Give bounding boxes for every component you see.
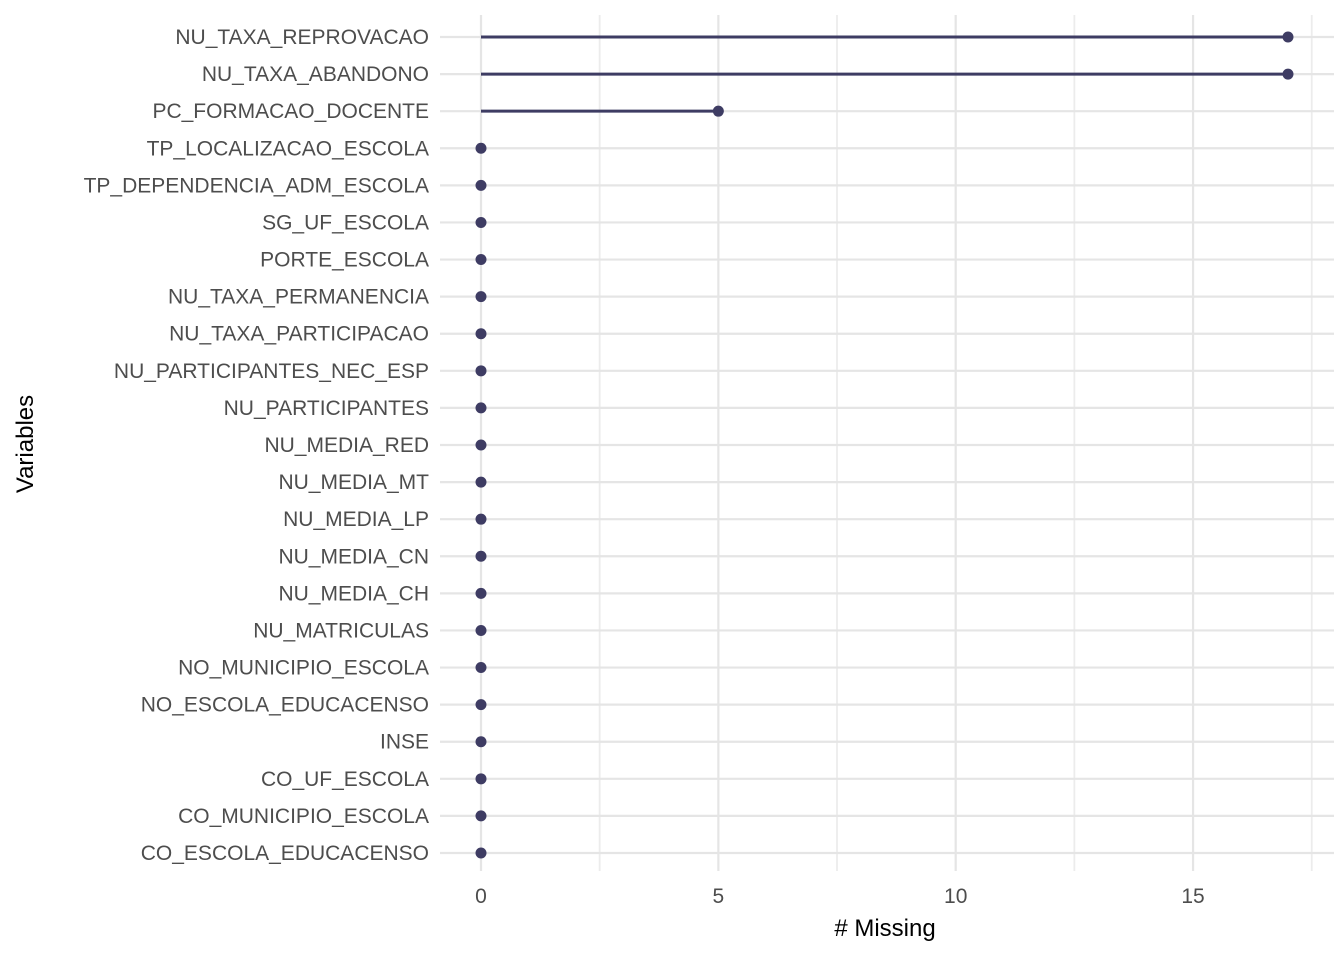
y-axis-tick-label: NO_ESCOLA_EDUCACENSO: [141, 694, 429, 717]
y-axis-tick-label: NU_TAXA_PARTICIPACAO: [169, 323, 429, 346]
y-axis-tick-label: TP_DEPENDENCIA_ADM_ESCOLA: [84, 174, 429, 197]
lollipop-point: [475, 439, 487, 451]
y-axis-tick-label: NU_TAXA_PERMANENCIA: [168, 286, 429, 309]
lollipop-point: [475, 291, 487, 303]
lollipop-point: [475, 847, 487, 859]
lollipop-point: [475, 550, 487, 562]
x-axis-tick-label: 0: [475, 885, 487, 908]
y-axis-tick-label: NU_TAXA_ABANDONO: [202, 63, 429, 86]
y-axis-tick-label: TP_LOCALIZACAO_ESCOLA: [147, 137, 429, 160]
y-axis-tick-label: PORTE_ESCOLA: [260, 249, 429, 272]
y-axis-tick-label: NU_MEDIA_CN: [278, 545, 429, 568]
lollipop-point: [475, 773, 487, 785]
lollipop-point: [1282, 31, 1294, 43]
x-axis-tick-label: 10: [944, 885, 967, 908]
y-axis-tick-label: NU_TAXA_REPROVACAO: [175, 26, 429, 49]
y-axis-tick-label: CO_MUNICIPIO_ESCOLA: [178, 805, 429, 828]
y-axis-tick-label: NU_MEDIA_CH: [278, 582, 429, 605]
y-axis-tick-label: NU_PARTICIPANTES: [224, 397, 429, 420]
lollipop-point: [475, 254, 487, 266]
y-axis-tick-label: SG_UF_ESCOLA: [262, 211, 429, 234]
y-axis-tick-label: CO_UF_ESCOLA: [261, 768, 429, 791]
y-axis-tick-label: INSE: [380, 731, 429, 754]
y-axis-tick-label: PC_FORMACAO_DOCENTE: [152, 100, 429, 123]
lollipop-point: [475, 216, 487, 228]
x-axis-tick-label: 5: [713, 885, 725, 908]
lollipop-point: [475, 513, 487, 525]
y-axis-tick-label: CO_ESCOLA_EDUCACENSO: [141, 842, 429, 865]
lollipop-point: [712, 105, 724, 117]
y-axis-tick-label: NO_MUNICIPIO_ESCOLA: [178, 657, 429, 680]
y-axis-tick-label: NU_MEDIA_MT: [278, 471, 429, 494]
lollipop-point: [475, 402, 487, 414]
y-axis-title: Variables: [12, 394, 39, 494]
lollipop-point: [475, 736, 487, 748]
lollipop-point: [475, 587, 487, 599]
y-axis-tick-label: NU_MATRICULAS: [253, 619, 429, 642]
lollipop-point: [475, 328, 487, 340]
y-axis-tick-label: NU_MEDIA_RED: [264, 434, 429, 457]
x-axis-title: # Missing: [834, 915, 936, 942]
lollipop-point: [475, 810, 487, 822]
lollipop-point: [475, 662, 487, 674]
x-axis-tick-label: 15: [1181, 885, 1204, 908]
lollipop-point: [475, 699, 487, 711]
lollipop-point: [475, 476, 487, 488]
lollipop-point: [475, 142, 487, 154]
lollipop-point: [475, 365, 487, 377]
y-axis-tick-label: NU_PARTICIPANTES_NEC_ESP: [114, 360, 429, 383]
lollipop-point: [475, 179, 487, 191]
lollipop-point: [475, 624, 487, 636]
y-axis-tick-label: NU_MEDIA_LP: [283, 508, 429, 531]
lollipop-point: [1282, 68, 1294, 80]
